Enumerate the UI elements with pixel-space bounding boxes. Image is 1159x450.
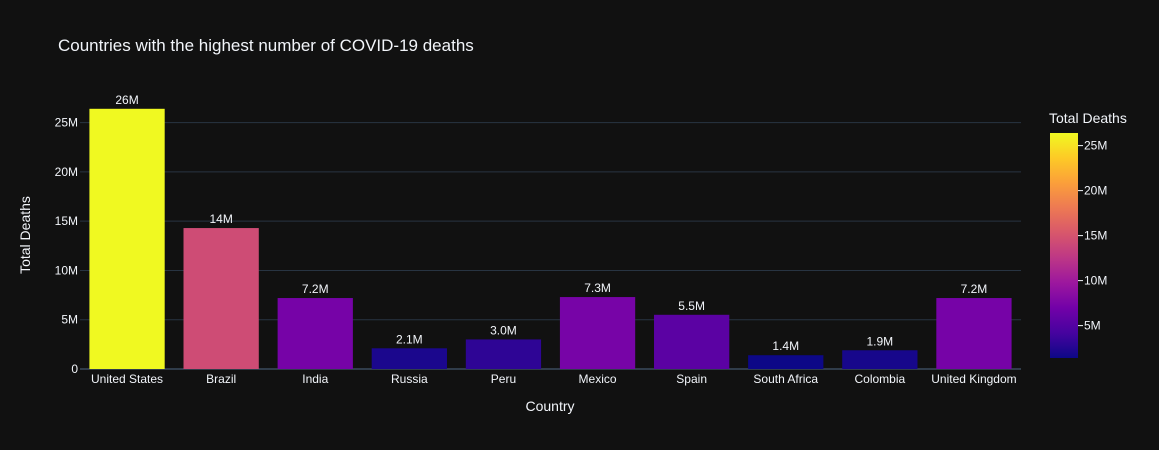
y-axis-title: Total Deaths: [17, 196, 33, 274]
chart-title: Countries with the highest number of COV…: [58, 36, 474, 55]
bar[interactable]: [842, 350, 918, 369]
bar[interactable]: [89, 108, 165, 370]
bars-group: 26M 14M 7.2M 2.1M 3.0M 7.3M 5.5M 1.4M 1.9M 7.2M: [89, 93, 1012, 370]
bar-data-label: 7.2M: [961, 282, 988, 296]
y-tick-label: 5M: [61, 313, 78, 327]
x-tick-label: United States: [91, 372, 163, 386]
bar-data-label: 1.9M: [867, 334, 894, 348]
x-tick-label: South Africa: [753, 372, 818, 386]
colorbar-tick-label: 20M: [1084, 184, 1107, 198]
bar[interactable]: [465, 339, 542, 369]
bar-data-label: 7.2M: [302, 282, 329, 296]
x-tick-label: Colombia: [854, 372, 905, 386]
bar[interactable]: [748, 355, 824, 369]
y-tick-label: 25M: [55, 116, 78, 130]
y-tick-label: 0: [71, 362, 78, 376]
x-axis-title: Country: [525, 398, 574, 414]
x-tick-label: Spain: [676, 372, 707, 386]
bar[interactable]: [559, 297, 636, 369]
y-tick-label: 20M: [55, 165, 78, 179]
y-tick-label: 10M: [55, 263, 78, 277]
colorbar: Total Deaths 5M 10M 15M 20M 25M: [1049, 110, 1127, 358]
x-axis: United States Brazil India Russia Peru Mexico…: [91, 372, 1017, 386]
bar-data-label: 26M: [115, 93, 138, 107]
bar[interactable]: [936, 298, 1012, 369]
x-tick-label: Brazil: [206, 372, 236, 386]
bar[interactable]: [183, 228, 259, 369]
bar-data-label: 3.0M: [490, 323, 517, 337]
y-axis: 0 5M 10M 15M 20M 25M: [55, 116, 79, 376]
bar-data-label: 7.3M: [584, 281, 611, 295]
colorbar-title: Total Deaths: [1049, 110, 1127, 126]
bar[interactable]: [277, 298, 353, 369]
bar[interactable]: [371, 348, 447, 369]
y-tick-label: 15M: [55, 214, 78, 228]
x-tick-label: Peru: [491, 372, 516, 386]
bar[interactable]: [654, 314, 730, 369]
x-tick-label: India: [302, 372, 328, 386]
bar-data-label: 14M: [209, 212, 232, 226]
x-tick-label: United Kingdom: [931, 372, 1016, 386]
colorbar-gradient: [1050, 133, 1078, 358]
bar-data-label: 2.1M: [396, 332, 423, 346]
colorbar-tick-label: 15M: [1084, 229, 1107, 243]
colorbar-tick-label: 25M: [1084, 139, 1107, 153]
x-tick-label: Russia: [391, 372, 428, 386]
bar-data-label: 5.5M: [678, 299, 705, 313]
colorbar-tick-label: 10M: [1084, 274, 1107, 288]
bar-data-label: 1.4M: [772, 339, 799, 353]
colorbar-tick-label: 5M: [1084, 319, 1101, 333]
x-tick-label: Mexico: [579, 372, 617, 386]
